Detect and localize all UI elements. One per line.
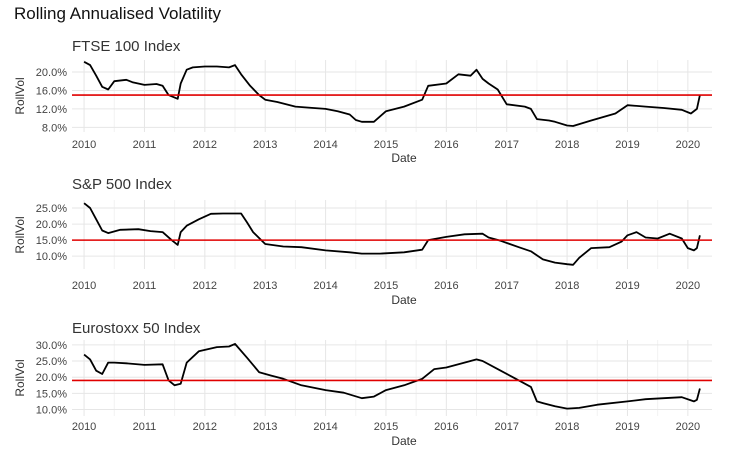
y-tick-label: 15.0% (36, 388, 67, 400)
x-tick-label: 2017 (494, 280, 518, 292)
x-tick-label: 2013 (253, 280, 277, 292)
y-tick-label: 15.0% (36, 235, 67, 247)
x-tick-label: 2017 (494, 139, 518, 151)
panel-title-sp500: S&P 500 Index (72, 176, 172, 193)
x-tick-label: 2013 (253, 421, 277, 433)
x-tick-label: 2010 (72, 421, 96, 433)
x-tick-label: 2012 (193, 421, 217, 433)
x-tick-label: 2018 (555, 139, 579, 151)
x-tick-label: 2020 (676, 421, 700, 433)
panel-title-eurostoxx: Eurostoxx 50 Index (72, 320, 201, 337)
y-tick-label: 20.0% (36, 219, 67, 231)
y-axis-label: RollVol (13, 359, 27, 396)
volatility-series-line (83, 61, 701, 127)
x-tick-label: 2015 (374, 280, 398, 292)
y-tick-label: 16.0% (36, 85, 67, 97)
x-tick-label: 2016 (434, 421, 458, 433)
x-tick-label: 2014 (313, 139, 337, 151)
x-tick-label: 2018 (555, 421, 579, 433)
x-tick-label: 2017 (494, 421, 518, 433)
page-title: Rolling Annualised Volatility (14, 4, 221, 23)
x-tick-label: 2010 (72, 139, 96, 151)
x-tick-label: 2014 (313, 280, 337, 292)
x-axis-label: Date (391, 434, 417, 448)
panel-title-ftse: FTSE 100 Index (72, 38, 181, 55)
x-tick-label: 2013 (253, 139, 277, 151)
y-tick-label: 25.0% (36, 356, 67, 368)
x-tick-label: 2011 (133, 139, 157, 151)
x-tick-label: 2016 (434, 139, 458, 151)
x-tick-label: 2010 (72, 280, 96, 292)
x-tick-label: 2015 (374, 139, 398, 151)
volatility-series-line (83, 342, 701, 410)
y-axis-label: RollVol (13, 216, 27, 253)
y-tick-label: 30.0% (36, 340, 67, 352)
x-axis-label: Date (391, 293, 417, 307)
y-axis-label: RollVol (13, 77, 27, 114)
y-tick-label: 20.0% (36, 372, 67, 384)
y-tick-label: 12.0% (36, 104, 67, 116)
x-tick-label: 2019 (615, 139, 639, 151)
x-tick-label: 2019 (615, 280, 639, 292)
y-tick-label: 25.0% (36, 203, 67, 215)
x-tick-label: 2012 (193, 139, 217, 151)
x-tick-label: 2018 (555, 280, 579, 292)
x-tick-label: 2019 (615, 421, 639, 433)
x-tick-label: 2015 (374, 421, 398, 433)
x-tick-label: 2020 (676, 139, 700, 151)
y-tick-label: 10.0% (36, 251, 67, 263)
y-tick-label: 8.0% (42, 122, 67, 134)
x-tick-label: 2016 (434, 280, 458, 292)
y-tick-label: 10.0% (36, 405, 67, 417)
x-tick-label: 2014 (313, 421, 337, 433)
x-tick-label: 2011 (133, 421, 157, 433)
x-tick-label: 2020 (676, 280, 700, 292)
volatility-series-line (83, 202, 701, 266)
x-tick-label: 2012 (193, 280, 217, 292)
y-tick-label: 20.0% (36, 67, 67, 79)
x-tick-label: 2011 (133, 280, 157, 292)
x-axis-label: Date (391, 151, 417, 165)
